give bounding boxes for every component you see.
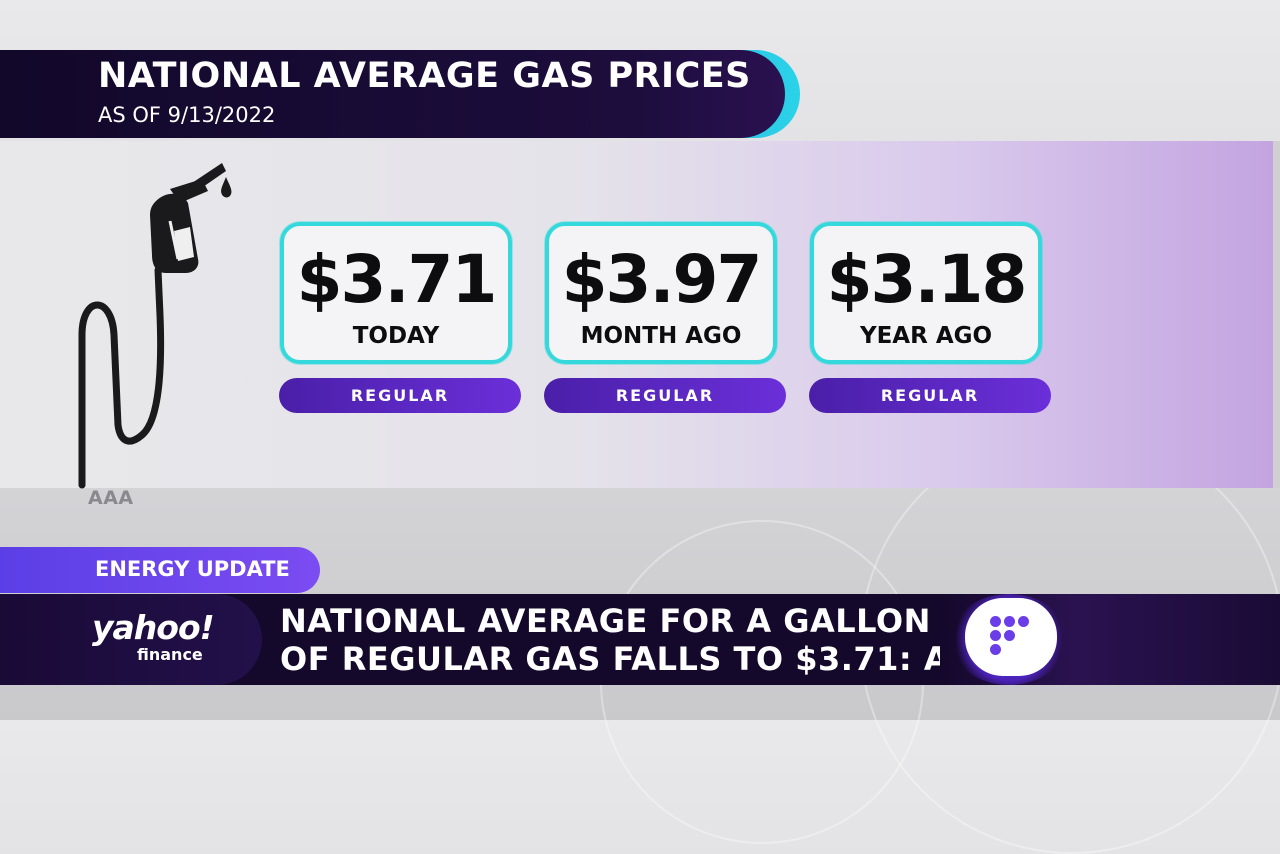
price-card-today: $3.71 TODAY bbox=[280, 222, 512, 364]
page-title: NATIONAL AVERAGE GAS PRICES bbox=[98, 56, 751, 96]
finance-logo: finance bbox=[137, 645, 203, 664]
gas-pump-icon bbox=[78, 163, 232, 489]
segment-tag bbox=[0, 547, 320, 593]
title-bar bbox=[0, 50, 785, 138]
badge-dot bbox=[990, 644, 1001, 655]
price-label: MONTH AGO bbox=[580, 323, 742, 349]
price-card-year-ago: $3.18 YEAR AGO bbox=[810, 222, 1042, 364]
grade-pill: REGULAR bbox=[544, 378, 786, 413]
yahoo-logo: yahoo! bbox=[92, 608, 215, 647]
price-card-month-ago: $3.97 MONTH AGO bbox=[545, 222, 777, 364]
logo-block bbox=[0, 594, 262, 685]
badge-dot bbox=[990, 630, 1001, 641]
price-value: $3.71 bbox=[296, 241, 498, 318]
panel-edge bbox=[1273, 141, 1280, 488]
source-label: AAA bbox=[88, 487, 134, 509]
price-label: TODAY bbox=[352, 323, 440, 349]
grade-pill: REGULAR bbox=[279, 378, 521, 413]
headline-line-1: NATIONAL AVERAGE FOR A GALLON bbox=[280, 602, 931, 640]
badge-dot bbox=[1018, 616, 1029, 627]
price-label: YEAR AGO bbox=[859, 323, 993, 349]
price-value: $3.97 bbox=[561, 241, 763, 318]
segment-tag-label: ENERGY UPDATE bbox=[95, 557, 290, 581]
headline: NATIONAL AVERAGE FOR A GALLON OF REGULAR… bbox=[280, 602, 1000, 678]
badge-dot bbox=[1004, 630, 1015, 641]
badge-dot bbox=[1004, 616, 1015, 627]
headline-line-2: OF REGULAR GAS FALLS TO $3.71: AAA bbox=[280, 640, 1000, 678]
price-value: $3.18 bbox=[826, 241, 1028, 318]
page-subtitle: AS OF 9/13/2022 bbox=[98, 103, 276, 127]
badge-dot bbox=[990, 616, 1001, 627]
yahoo-finance-dots-icon bbox=[965, 598, 1057, 676]
grade-pill: REGULAR bbox=[809, 378, 1051, 413]
